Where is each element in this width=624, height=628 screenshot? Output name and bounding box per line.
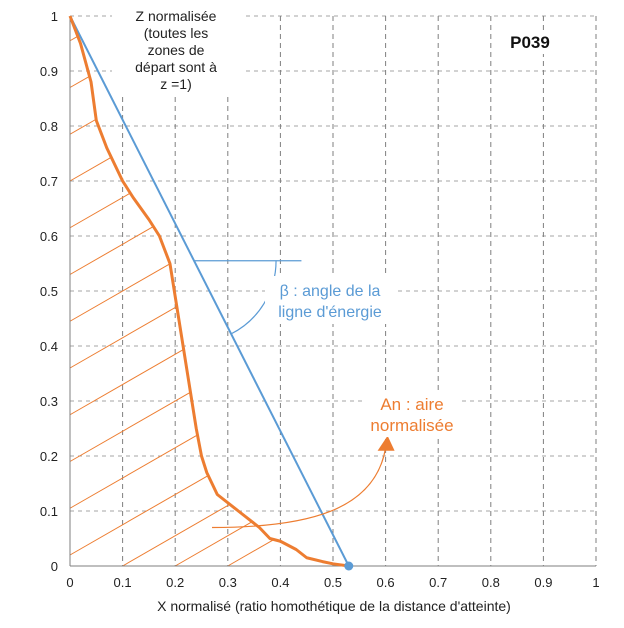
ylabel-line-1: Z normalisée	[136, 8, 217, 24]
hatch-line	[69, 474, 210, 556]
ylabel-line-4: départ sont à	[135, 59, 217, 75]
y-tick-label: 0.9	[40, 64, 58, 79]
x-tick-label: 0.3	[219, 575, 237, 590]
x-tick-label: 1	[592, 575, 599, 590]
y-tick-label: 0.7	[40, 174, 58, 189]
hatch-line	[69, 262, 172, 322]
y-tick-label: 0.6	[40, 229, 58, 244]
y-tick-label: 0.4	[40, 339, 58, 354]
hatch-line	[69, 391, 192, 462]
hatch-line	[69, 225, 155, 275]
runout-point	[344, 561, 354, 571]
x-tick-label: 0.9	[534, 575, 552, 590]
beta-label-line-1: β : angle de la	[280, 283, 381, 300]
hatch-line	[227, 538, 275, 567]
area-label-background	[362, 391, 462, 437]
panel-id: P039	[510, 33, 550, 52]
ylabel-line-5: z =1)	[160, 76, 192, 92]
beta-label-line-2: ligne d'énergie	[278, 304, 382, 321]
x-tick-label: 0.2	[166, 575, 184, 590]
energy-line	[69, 15, 350, 567]
ylabel-background	[112, 5, 242, 97]
y-tick-label: 0.3	[40, 394, 58, 409]
x-tick-labels: 0 0.1 0.2 0.3 0.4 0.5 0.6 0.7 0.8 0.9 1	[66, 575, 599, 590]
hatch-line	[69, 348, 185, 416]
hatch-line	[69, 75, 91, 88]
y-tick-label: 0.2	[40, 449, 58, 464]
profile-curve	[68, 15, 349, 568]
y-tick-label: 0.5	[40, 284, 58, 299]
area-label-line-1: An : aire	[380, 395, 443, 414]
x-tick-label: 0.8	[482, 575, 500, 590]
hatch-line	[69, 156, 113, 182]
x-tick-label: 0.4	[271, 575, 289, 590]
y-tick-label: 0.8	[40, 119, 58, 134]
hatch-line	[69, 305, 178, 369]
y-tick-label: 0.1	[40, 504, 58, 519]
beta-label-background	[265, 276, 395, 324]
hatch-line	[69, 434, 199, 509]
y-tick-label: 0	[51, 559, 58, 574]
x-tick-label: 0	[66, 575, 73, 590]
panel-id-background	[500, 30, 560, 54]
x-axis-title: X normalisé (ratio homothétique de la di…	[157, 598, 511, 614]
hatch-line	[69, 118, 97, 135]
axes	[69, 16, 596, 567]
x-tick-label: 0.1	[114, 575, 132, 590]
area-arrow	[212, 447, 387, 529]
hatch-line	[174, 520, 254, 567]
area-label-line-2: normalisée	[370, 416, 453, 435]
hatch-line	[69, 192, 132, 229]
y-tick-label: 1	[51, 9, 58, 24]
y-tick-labels: 0 0.1 0.2 0.3 0.4 0.5 0.6 0.7 0.8 0.9 1	[40, 9, 58, 574]
x-tick-label: 0.5	[324, 575, 342, 590]
area-hatch	[69, 35, 275, 567]
area-arrowhead	[377, 435, 395, 451]
beta-angle-arc	[230, 260, 277, 335]
x-tick-label: 0.7	[429, 575, 447, 590]
ylabel-line-2: (toutes les	[144, 25, 209, 41]
x-tick-label: 0.6	[377, 575, 395, 590]
ylabel-line-3: zones de	[148, 42, 205, 58]
hatch-line	[122, 503, 231, 567]
